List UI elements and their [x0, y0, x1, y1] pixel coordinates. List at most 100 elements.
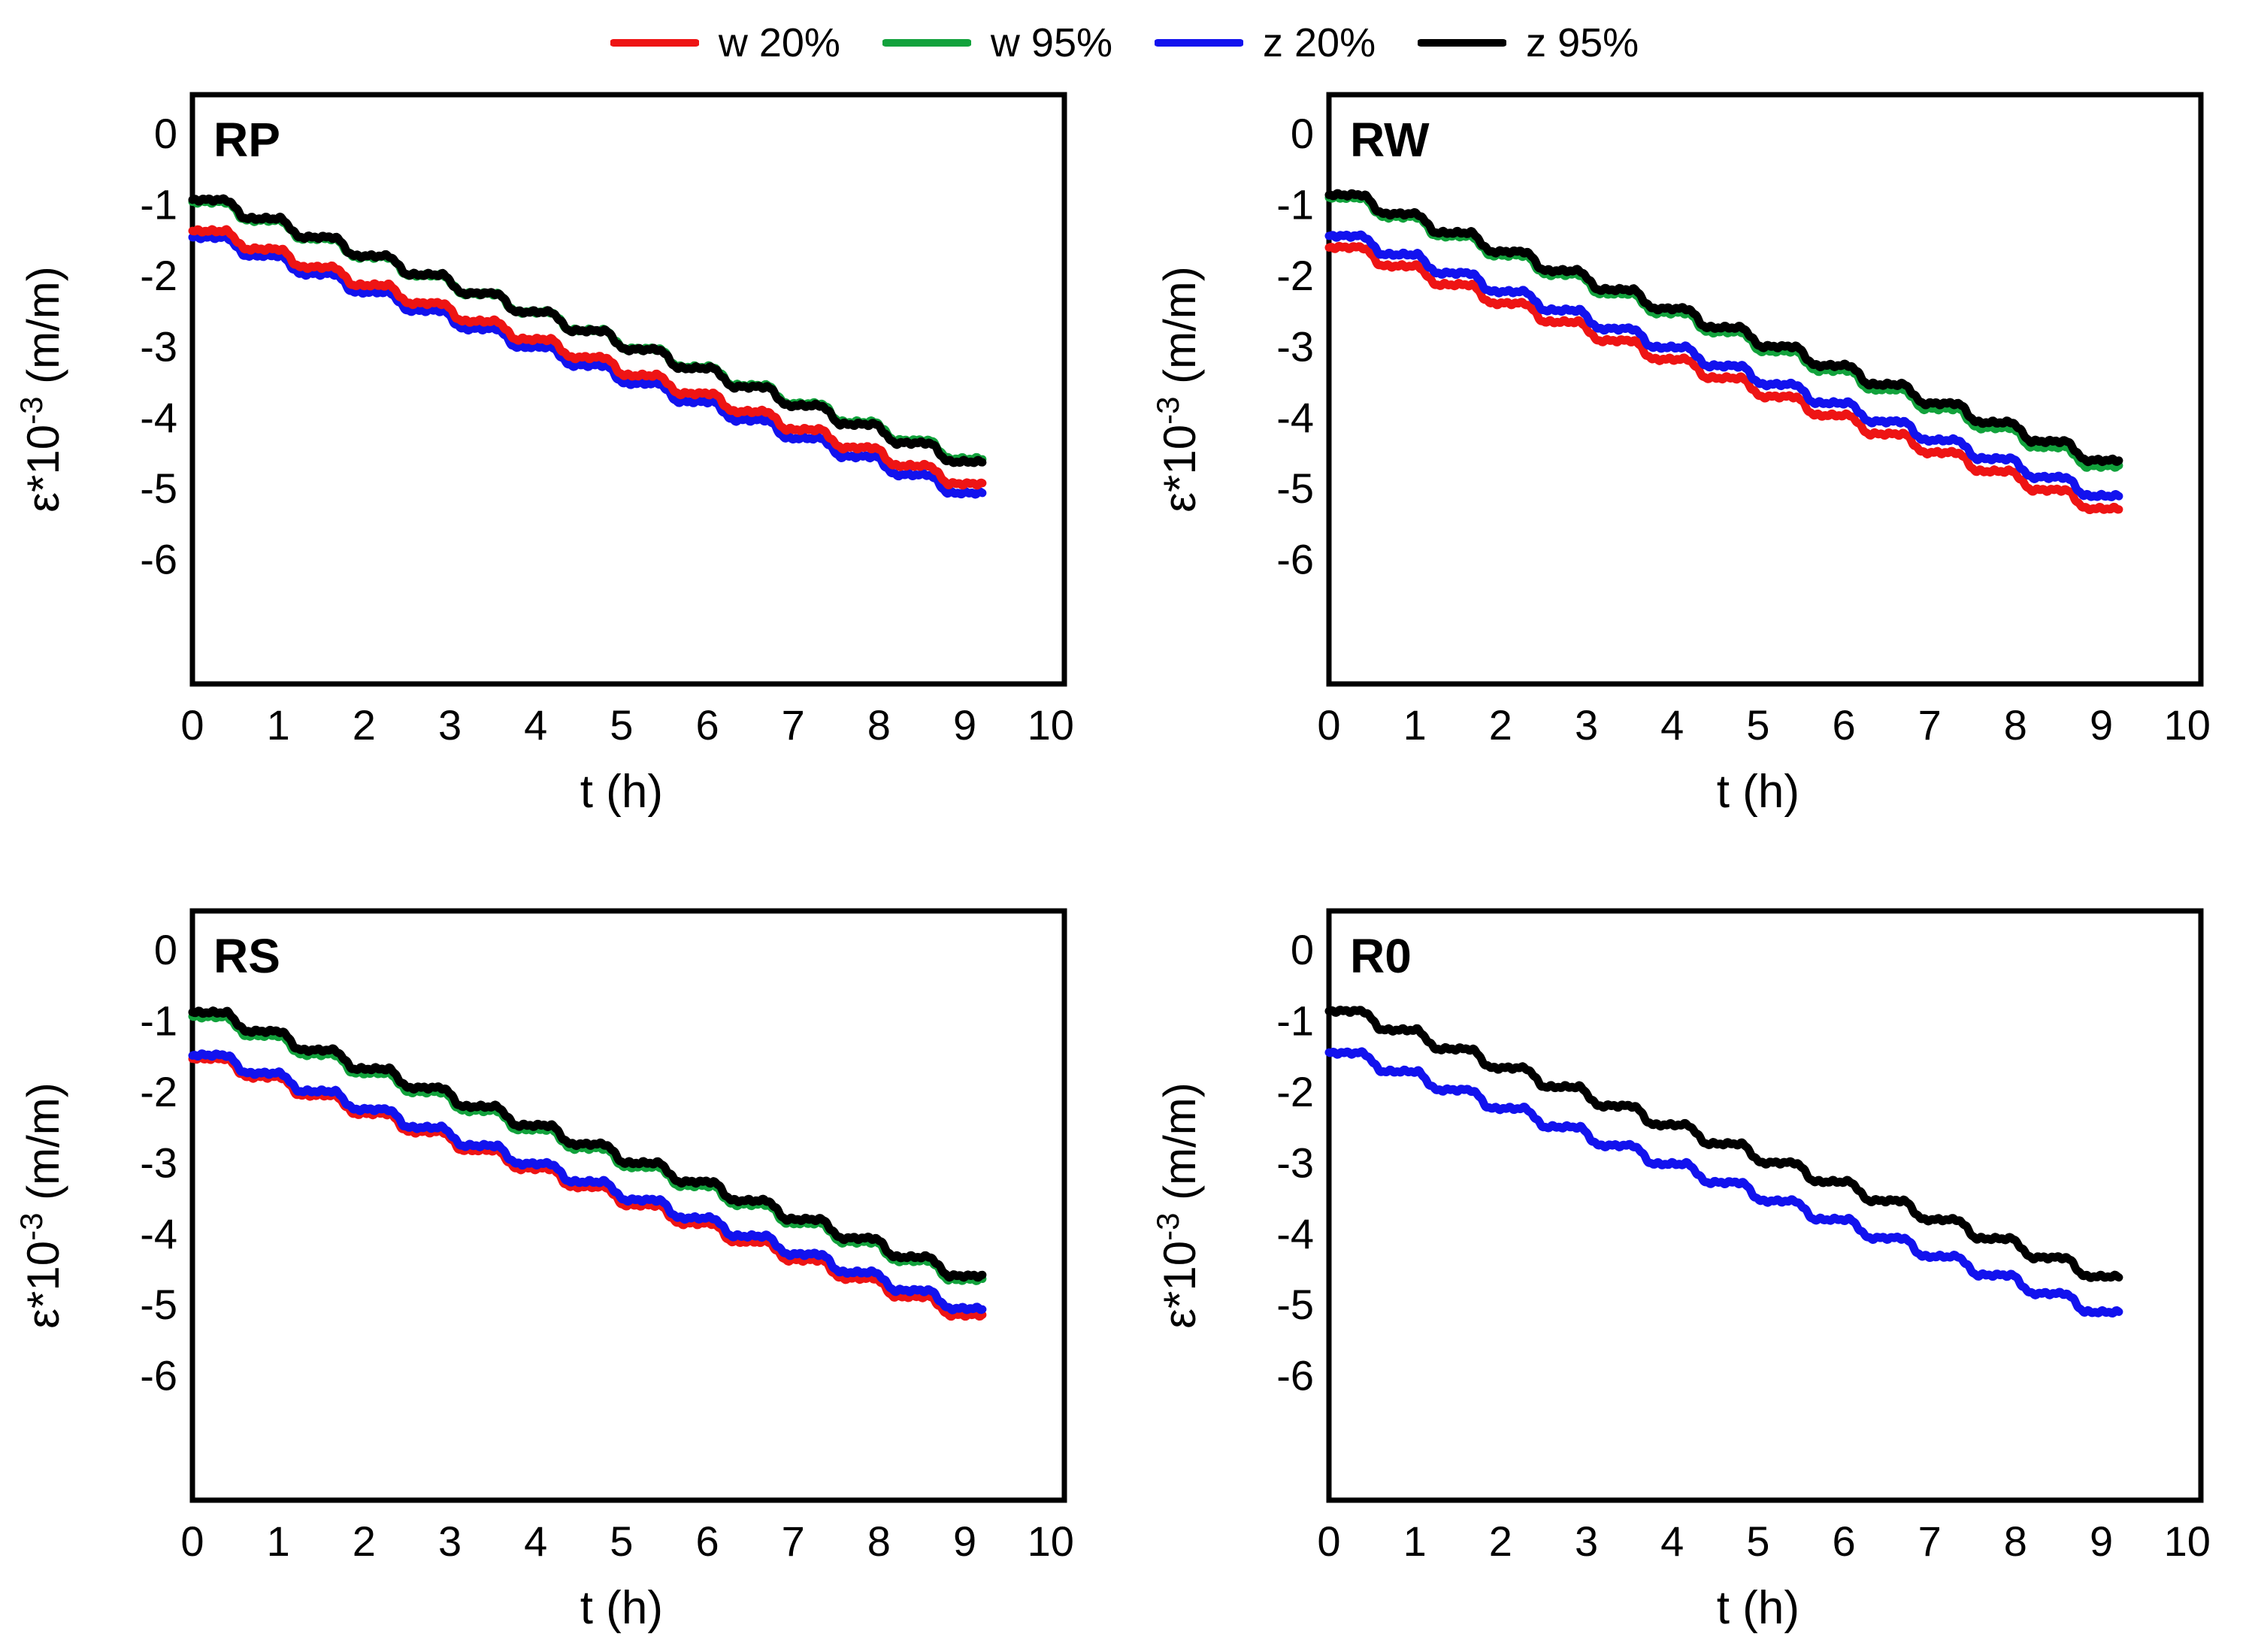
series-line-z20 — [188, 231, 987, 499]
legend-line-red-icon — [610, 39, 699, 47]
y-tick-label: 0 — [154, 926, 177, 973]
chart-panel-rs: 0 -1 -2 -3 -4 -5 -6 0 1 2 3 4 5 6 7 8 9 10 t (h) ε*10-3 (m/… — [14, 908, 1074, 1634]
legend-label-w95: w 95% — [990, 20, 1112, 65]
x-tick-label: 5 — [1746, 1517, 1769, 1565]
x-tick-label: 3 — [1575, 701, 1598, 749]
series-line-z95 — [1324, 189, 2123, 467]
x-tick-label: 0 — [1317, 1517, 1340, 1565]
series-line-z20 — [1324, 1047, 2123, 1318]
x-tick-label: 0 — [1317, 701, 1340, 749]
legend-item-w20: w 20% — [610, 23, 840, 63]
x-axis-label: t (h) — [580, 766, 663, 818]
legend-label-z95: z 95% — [1526, 20, 1639, 65]
x-tick-label: 7 — [1918, 701, 1942, 749]
panel-label: RW — [1350, 113, 1430, 167]
chart-panel-r0: 0 -1 -2 -3 -4 -5 -6 0 1 2 3 4 5 6 7 8 9 10 t (h) ε*10-3 (m/… — [1150, 908, 2211, 1634]
x-tick-label: 4 — [524, 1517, 547, 1565]
legend-line-black-icon — [1418, 39, 1507, 47]
series-line-z95 — [188, 1006, 987, 1282]
x-tick-label: 1 — [267, 701, 290, 749]
x-tick-label: 9 — [2090, 701, 2113, 749]
x-tick-label: 6 — [1832, 1517, 1855, 1565]
x-axis-label: t (h) — [1717, 1582, 1800, 1634]
y-tick-label: -1 — [140, 180, 177, 228]
y-tick-label: -5 — [1276, 1281, 1314, 1328]
x-tick-label: 6 — [1832, 701, 1855, 749]
y-tick-label: -4 — [140, 1210, 177, 1257]
plot-frame — [1326, 908, 2204, 1503]
x-axis-label: t (h) — [1717, 766, 1800, 818]
y-tick-label: -1 — [1276, 180, 1314, 228]
y-axis-label: ε*10-3 (m/m) — [14, 1082, 68, 1328]
y-tick-label: -6 — [140, 536, 177, 583]
y-tick-label: -3 — [140, 322, 177, 370]
y-tick-label: -6 — [140, 1352, 177, 1399]
series-line-z95 — [188, 194, 987, 467]
y-tick-label: -4 — [1276, 394, 1314, 441]
x-tick-label: 3 — [438, 1517, 462, 1565]
x-tick-label: 6 — [695, 701, 719, 749]
y-tick-label: 0 — [1291, 926, 1314, 973]
y-tick-label: 0 — [1291, 110, 1314, 157]
x-tick-label: 5 — [610, 701, 633, 749]
series-line-z20 — [188, 1049, 987, 1315]
y-tick-label: 0 — [154, 110, 177, 157]
x-tick-label: 2 — [1489, 701, 1512, 749]
y-tick-label: -3 — [140, 1139, 177, 1186]
chart-panel-rp: 0 -1 -2 -3 -4 -5 -6 0 1 2 3 4 5 6 7 8 9 10 t (h) ε*10-3 (m/… — [14, 92, 1074, 818]
y-tick-label: -6 — [1276, 1352, 1314, 1399]
x-tick-label: 7 — [782, 1517, 805, 1565]
x-tick-label: 0 — [180, 1517, 204, 1565]
x-tick-label: 10 — [1028, 1517, 1074, 1565]
x-tick-label: 1 — [267, 1517, 290, 1565]
panel-label: RP — [213, 113, 280, 167]
x-tick-label: 2 — [1489, 1517, 1512, 1565]
x-tick-label: 9 — [2090, 1517, 2113, 1565]
x-tick-label: 2 — [353, 701, 376, 749]
y-axis-label: ε*10-3 (m/m) — [1150, 266, 1205, 512]
y-tick-label: -3 — [1276, 1139, 1314, 1186]
x-tick-label: 10 — [1028, 701, 1074, 749]
plot-frame — [189, 908, 1067, 1503]
chart-legend: w 20% w 95% z 20% z 95% — [0, 0, 2249, 75]
y-tick-label: -5 — [1276, 464, 1314, 512]
x-tick-label: 2 — [353, 1517, 376, 1565]
panel-label: RS — [213, 929, 280, 983]
y-tick-label: -1 — [140, 997, 177, 1044]
y-tick-label: -4 — [1276, 1210, 1314, 1257]
y-tick-label: -5 — [140, 464, 177, 512]
chart-panel-rw: 0 -1 -2 -3 -4 -5 -6 0 1 2 3 4 5 6 7 8 9 10 t (h) ε*10-3 (m/… — [1150, 92, 2211, 818]
series-line-w20 — [188, 225, 987, 490]
x-tick-label: 4 — [1660, 1517, 1684, 1565]
x-tick-label: 5 — [1746, 701, 1769, 749]
x-tick-label: 4 — [524, 701, 547, 749]
x-tick-label: 8 — [2004, 1517, 2027, 1565]
x-tick-label: 3 — [1575, 1517, 1598, 1565]
x-tick-label: 0 — [180, 701, 204, 749]
x-tick-label: 3 — [438, 701, 462, 749]
y-tick-label: -1 — [1276, 997, 1314, 1044]
x-tick-label: 8 — [2004, 701, 2027, 749]
y-tick-label: -5 — [140, 1281, 177, 1328]
legend-item-z20: z 20% — [1155, 23, 1376, 63]
legend-label-w20: w 20% — [718, 20, 840, 65]
x-tick-label: 10 — [2164, 701, 2211, 749]
legend-label-z20: z 20% — [1263, 20, 1376, 65]
x-tick-label: 5 — [610, 1517, 633, 1565]
legend-item-z95: z 95% — [1418, 23, 1639, 63]
x-tick-label: 1 — [1403, 1517, 1427, 1565]
x-tick-label: 7 — [1918, 1517, 1942, 1565]
legend-line-blue-icon — [1155, 39, 1243, 47]
y-tick-label: -2 — [140, 252, 177, 299]
y-tick-label: -2 — [140, 1068, 177, 1115]
panel-grid: 0 -1 -2 -3 -4 -5 -6 0 1 2 3 4 5 6 7 8 9 10 t (h) ε*10-3 (m/… — [12, 77, 2249, 1652]
x-tick-label: 6 — [695, 1517, 719, 1565]
series-line-z20 — [1324, 230, 2123, 501]
y-tick-label: -6 — [1276, 536, 1314, 583]
x-tick-label: 10 — [2164, 1517, 2211, 1565]
y-tick-label: -2 — [1276, 1068, 1314, 1115]
x-axis-label: t (h) — [580, 1582, 663, 1634]
series-line-w20 — [1324, 241, 2123, 515]
y-axis-label: ε*10-3 (m/m) — [1150, 1082, 1205, 1328]
